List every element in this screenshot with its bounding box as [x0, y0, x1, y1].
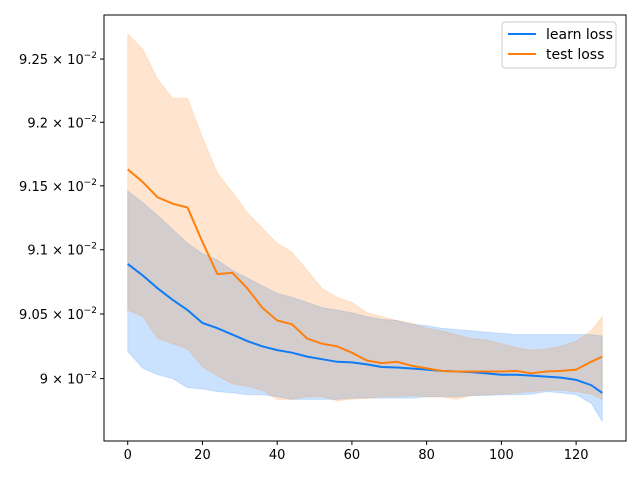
y-tick-label: 9 × 10−2	[40, 371, 97, 388]
x-tick-label: 40	[269, 448, 286, 463]
learn-loss-line	[127, 263, 603, 394]
confidence-bands	[127, 32, 603, 424]
y-tick-label: 9.1 × 10−2	[27, 242, 97, 259]
y-tick-label: 9.05 × 10−2	[19, 306, 97, 323]
y-axis: 9.25 × 10−2 9.2 × 10−2 9.15 × 10−2 9.1 × 10…	[19, 51, 104, 388]
y-tick-label: 9.15 × 10−2	[19, 178, 97, 195]
x-tick-label: 20	[194, 448, 211, 463]
test-loss-band	[127, 32, 603, 402]
series-lines	[127, 168, 603, 394]
legend: learn loss test loss	[501, 21, 617, 69]
learn-loss-band	[127, 189, 603, 424]
x-tick-label: 100	[489, 448, 514, 463]
y-tick-label: 9.25 × 10−2	[19, 51, 97, 68]
x-tick-label: 0	[124, 448, 132, 463]
plot-frame	[103, 14, 627, 442]
legend-test-loss-label: test loss	[546, 47, 604, 63]
x-axis: 0 20 40 60 80 100 120	[124, 441, 589, 463]
x-tick-label: 80	[418, 448, 435, 463]
x-tick-label: 60	[344, 448, 361, 463]
x-tick-label: 120	[564, 448, 589, 463]
test-loss-line	[127, 168, 603, 375]
y-tick-label: 9.2 × 10−2	[27, 114, 97, 131]
legend-learn-loss-label: learn loss	[546, 27, 613, 43]
